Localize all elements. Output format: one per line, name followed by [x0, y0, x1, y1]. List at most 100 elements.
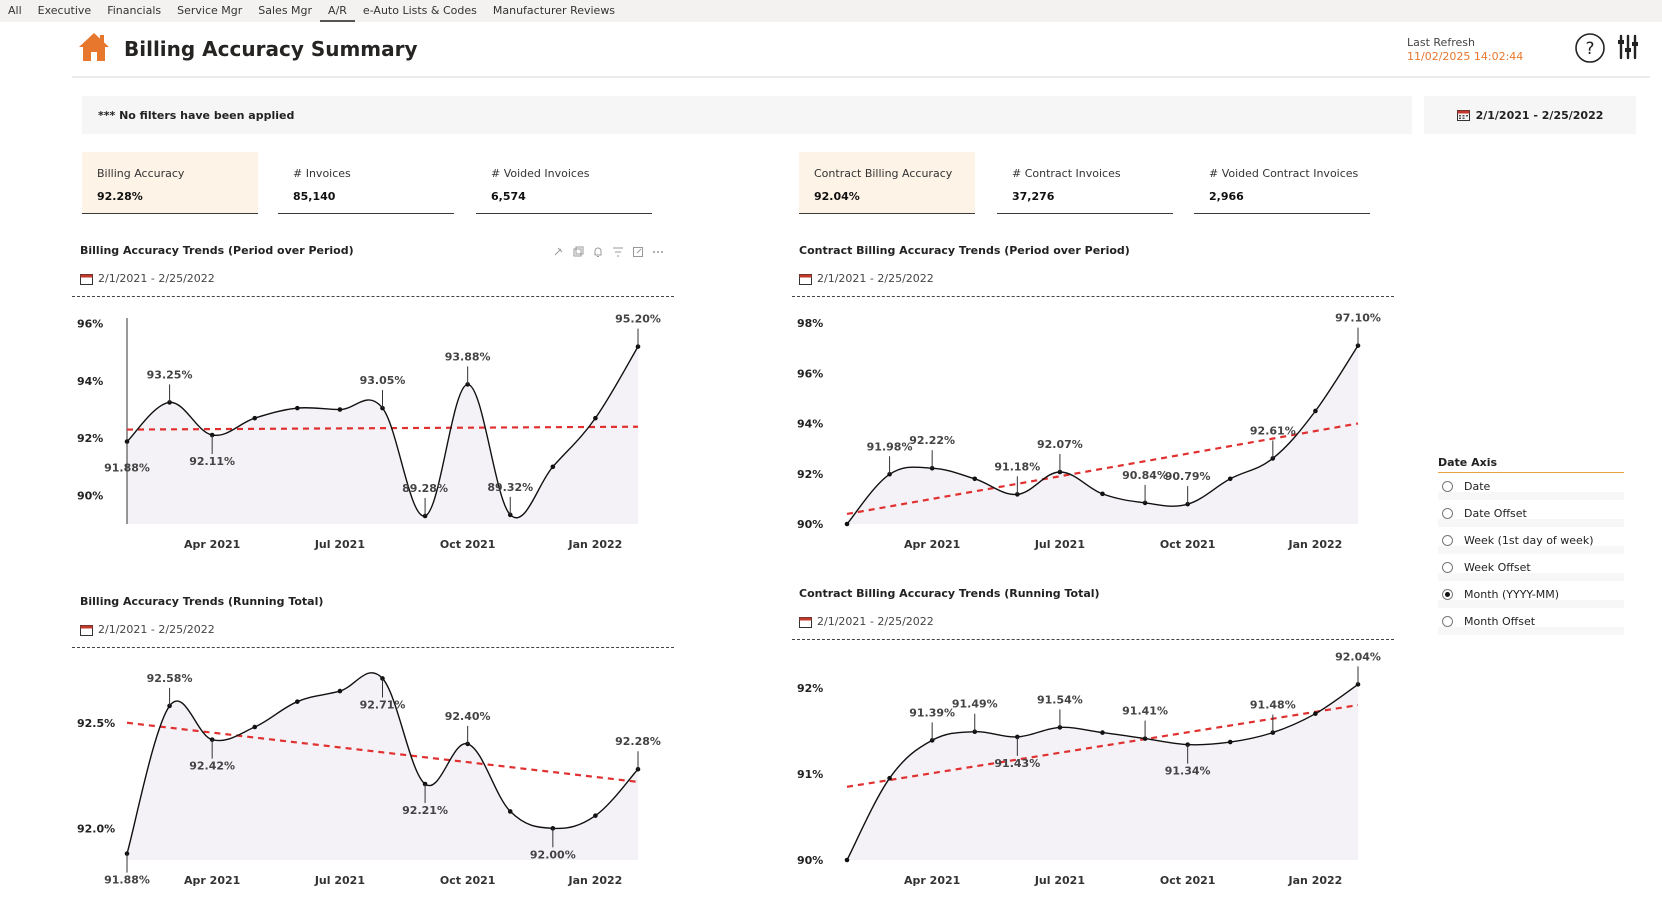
x-tick-label: Jul 2021 [314, 538, 365, 551]
date-axis-option[interactable]: Month (YYYY-MM) [1438, 581, 1624, 608]
kpi-label: # Voided Invoices [491, 167, 590, 180]
tab-manufacturer-reviews[interactable]: Manufacturer Reviews [492, 4, 616, 17]
radio-button[interactable] [1442, 616, 1453, 627]
data-label: 91.18% [994, 460, 1040, 473]
date-axis-option[interactable]: Week Offset [1438, 554, 1624, 581]
data-label: 92.00% [530, 848, 576, 861]
copy-icon[interactable] [572, 246, 584, 258]
data-point [167, 703, 172, 709]
date-axis-option[interactable]: Date [1438, 473, 1624, 500]
y-tick-label: 92% [797, 682, 823, 695]
last-refresh-value: 11/02/2025 14:02:44 [1407, 50, 1524, 63]
x-tick-label: Oct 2021 [1160, 538, 1216, 551]
data-point [295, 699, 300, 704]
tab-executive[interactable]: Executive [37, 4, 92, 17]
y-tick-label: 92.0% [77, 822, 115, 835]
radio-button[interactable] [1442, 508, 1453, 519]
line-chart-contract-pop[interactable]: 90% 92% 94% 96% 98% Apr 2021 Jul 2021 Oct 2021 J… [792, 300, 1394, 562]
date-range-value: 2/1/2021 - 2/25/2022 [1475, 108, 1604, 122]
page-header: Billing Accuracy Summary Last Refresh 11… [72, 22, 1650, 78]
data-point [337, 407, 343, 412]
kpi-value: 2,966 [1209, 190, 1244, 203]
kpi-value: 92.04% [814, 190, 860, 203]
data-label: 92.42% [189, 760, 235, 773]
kpi-label: # Voided Contract Invoices [1209, 167, 1359, 180]
calendar-icon [799, 273, 812, 285]
data-label: 91.98% [867, 440, 913, 453]
bell-icon[interactable] [592, 246, 604, 258]
tab-financials[interactable]: Financials [107, 4, 162, 17]
line-chart-contract-running[interactable]: 90% 91% 92% Apr 2021 Jul 2021 Oct 2021 Jan 202… [792, 644, 1394, 898]
data-label: 95.20% [615, 313, 661, 326]
data-label: 91.34% [1165, 765, 1211, 778]
data-label: 92.07% [1037, 438, 1083, 451]
x-tick-label: Jan 2022 [1288, 874, 1343, 887]
data-point [252, 415, 258, 421]
data-label: 93.05% [360, 374, 406, 387]
data-point [1100, 730, 1105, 735]
y-tick-label: 92% [797, 468, 823, 481]
date-range-slicer[interactable]: 2/1/2021 - 2/25/2022 [1424, 96, 1636, 134]
tab-ar[interactable]: A/R [320, 0, 355, 22]
chart-date-text: 2/1/2021 - 2/25/2022 [817, 615, 934, 628]
line-chart-billing-running[interactable]: 92.0% 92.5% Apr 2021 Jul 2021 Oct 2021 Jan 20… [72, 652, 674, 898]
radio-button[interactable] [1442, 589, 1453, 600]
data-label: 92.40% [445, 710, 491, 723]
data-point [337, 688, 343, 694]
kpi-label: # Contract Invoices [1012, 167, 1121, 180]
x-tick-label: Oct 2021 [440, 538, 496, 551]
svg-text:?: ? [1585, 39, 1594, 59]
pin-icon[interactable] [552, 246, 564, 258]
tab-all[interactable]: All [8, 4, 22, 17]
y-tick-label: 90% [797, 854, 823, 867]
data-label: 92.71% [360, 698, 406, 711]
data-point [1142, 500, 1148, 506]
radio-button[interactable] [1442, 481, 1453, 492]
last-refresh-label: Last Refresh [1407, 36, 1475, 49]
x-tick-label: Oct 2021 [440, 874, 496, 887]
calendar-icon [80, 624, 93, 636]
filter-icon[interactable] [612, 246, 624, 258]
tab-sales-mgr[interactable]: Sales Mgr [258, 4, 313, 17]
y-tick-label: 94% [77, 375, 103, 388]
tab-e-auto-lists-codes[interactable]: e-Auto Lists & Codes [362, 4, 477, 17]
y-tick-label: 94% [797, 418, 823, 431]
date-axis-option-label: Week (1st day of week) [1464, 534, 1594, 547]
date-axis-option[interactable]: Date Offset [1438, 500, 1624, 527]
kpi-voided-invoices: # Voided Invoices 6,574 [476, 152, 652, 214]
data-point [550, 464, 556, 470]
data-point [844, 521, 850, 527]
radio-button[interactable] [1442, 535, 1453, 546]
calendar-icon [1456, 110, 1470, 121]
data-point [465, 741, 470, 747]
page-title: Billing Accuracy Summary [124, 37, 418, 61]
data-point [252, 724, 258, 730]
date-axis-option-label: Date Offset [1464, 507, 1527, 520]
data-point [635, 766, 641, 772]
chart-date-text: 2/1/2021 - 2/25/2022 [817, 272, 934, 285]
y-tick-label: 96% [797, 367, 823, 380]
kpi-value: 85,140 [293, 190, 336, 203]
y-tick-label: 96% [77, 318, 103, 331]
help-icon[interactable]: ? [1574, 32, 1606, 64]
tab-service-mgr[interactable]: Service Mgr [177, 4, 243, 17]
kpi-label: # Invoices [293, 167, 351, 180]
data-point [1100, 491, 1105, 497]
home-icon[interactable] [78, 32, 110, 62]
data-point [1227, 476, 1233, 482]
date-axis-option[interactable]: Week (1st day of week) [1438, 527, 1624, 554]
line-chart-billing-pop[interactable]: 90% 92% 94% 96% Apr 2021 Jul 2021 Oct 2021 Jan … [72, 300, 674, 562]
date-axis-option[interactable]: Month Offset [1438, 608, 1624, 635]
data-point [1313, 408, 1318, 414]
sliders-icon[interactable] [1617, 34, 1639, 60]
calendar-icon [799, 616, 812, 628]
data-label: 92.61% [1250, 424, 1296, 437]
more-options-icon[interactable] [652, 246, 664, 258]
data-point [1270, 730, 1276, 735]
radio-button[interactable] [1442, 562, 1453, 573]
focus-mode-icon[interactable] [632, 246, 644, 258]
data-point [887, 471, 892, 477]
divider [72, 647, 674, 648]
y-tick-label: 92.5% [77, 717, 115, 730]
x-tick-label: Jul 2021 [1034, 538, 1085, 551]
